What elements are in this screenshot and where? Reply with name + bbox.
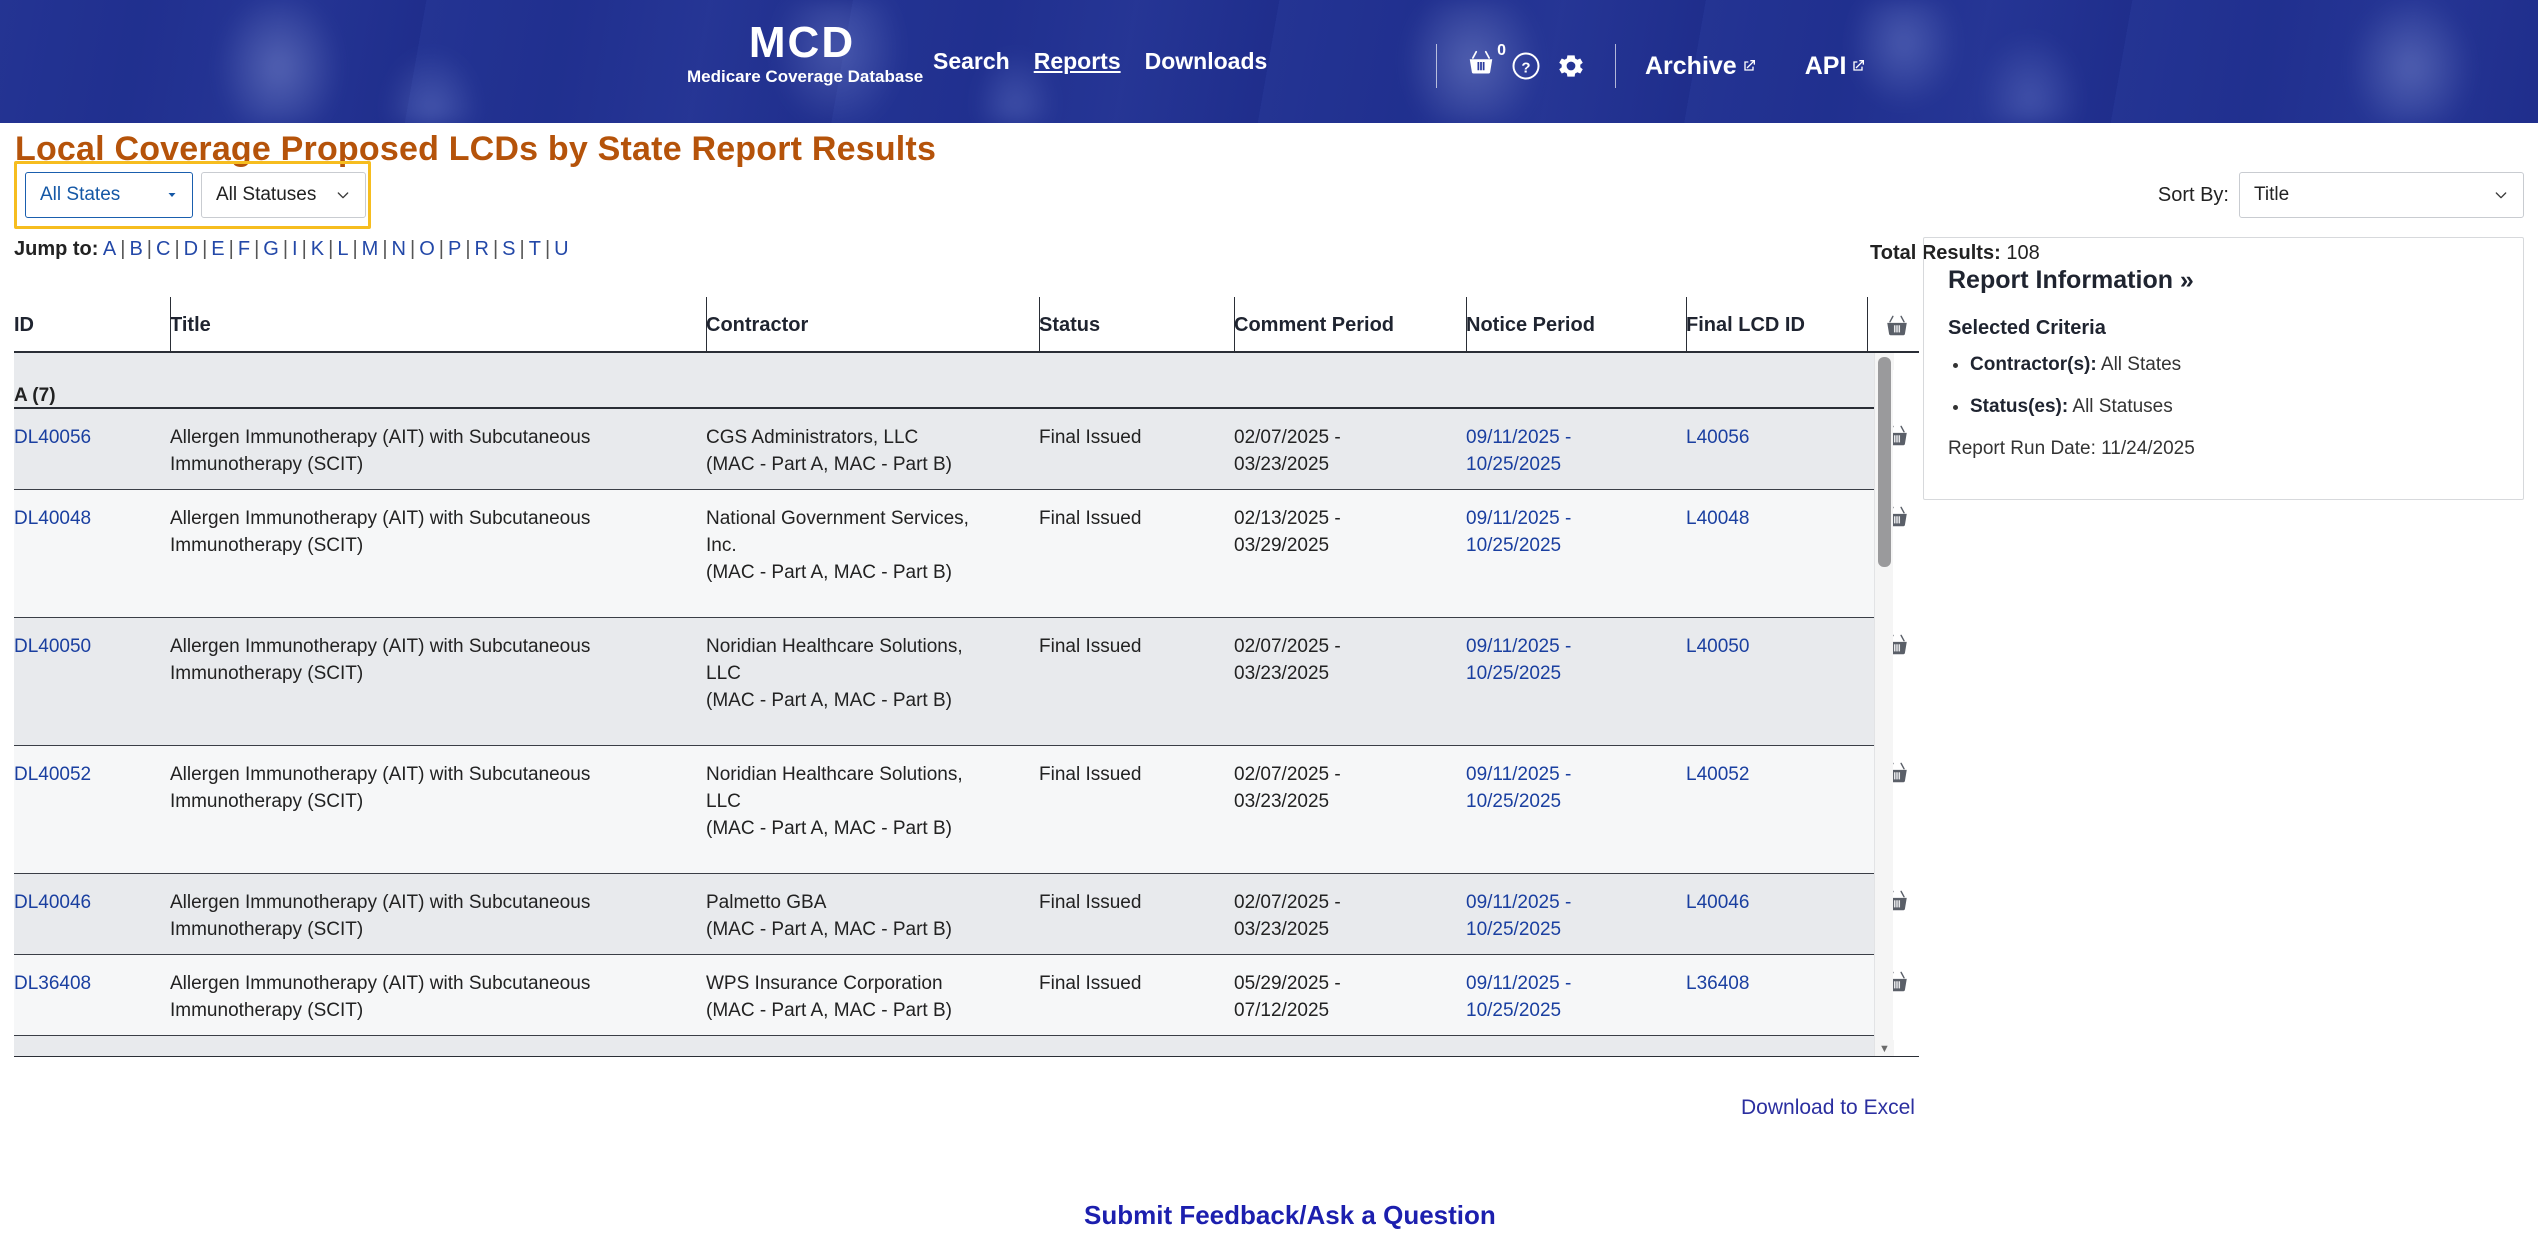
svg-text:?: ? (1521, 59, 1530, 76)
